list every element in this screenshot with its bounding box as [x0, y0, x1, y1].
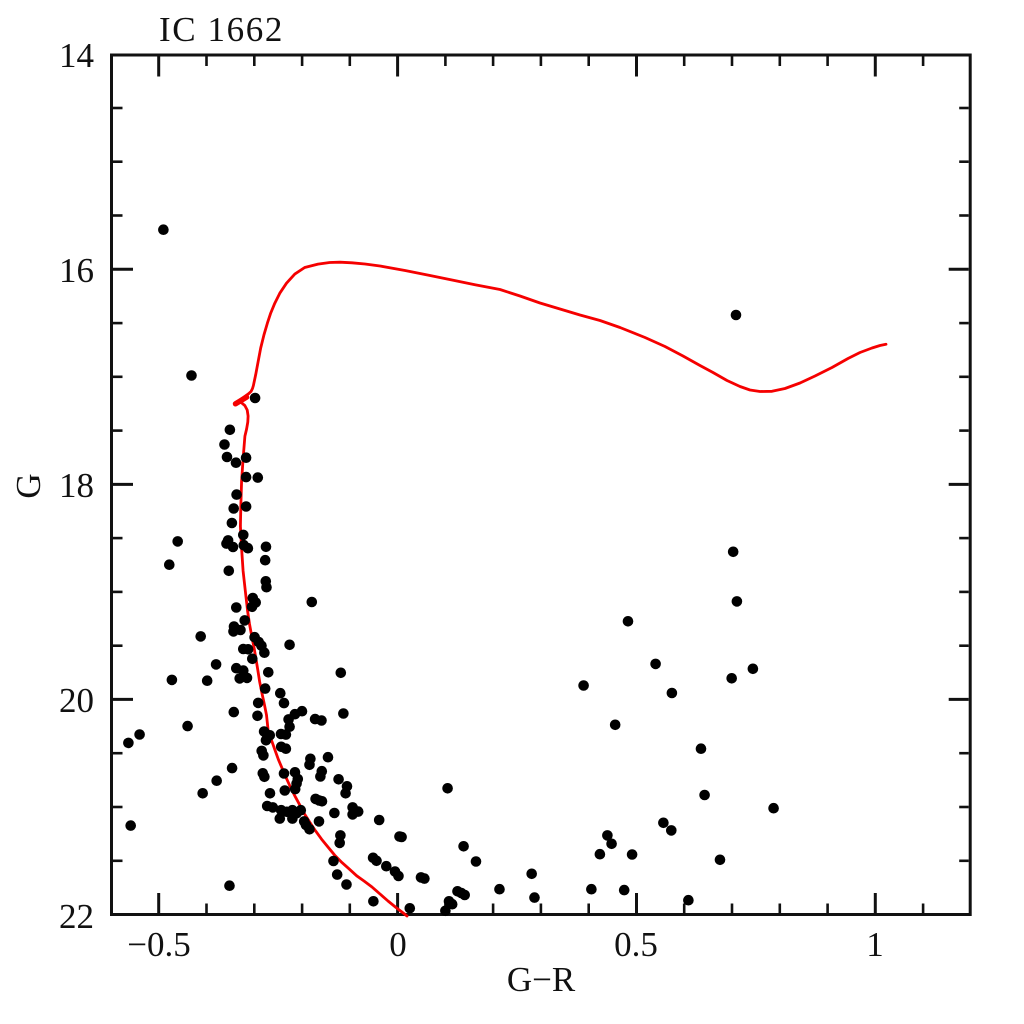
- svg-text:1: 1: [866, 925, 884, 964]
- svg-text:−0.5: −0.5: [127, 925, 191, 964]
- svg-text:IC 1662: IC 1662: [159, 10, 284, 49]
- svg-text:22: 22: [59, 897, 94, 936]
- svg-text:G−R: G−R: [507, 960, 576, 999]
- svg-text:0: 0: [389, 925, 407, 964]
- svg-text:14: 14: [59, 36, 94, 75]
- svg-text:20: 20: [59, 681, 94, 720]
- svg-text:0.5: 0.5: [614, 925, 658, 964]
- svg-text:16: 16: [59, 251, 94, 290]
- svg-text:18: 18: [59, 466, 94, 505]
- svg-text:G: G: [9, 473, 48, 498]
